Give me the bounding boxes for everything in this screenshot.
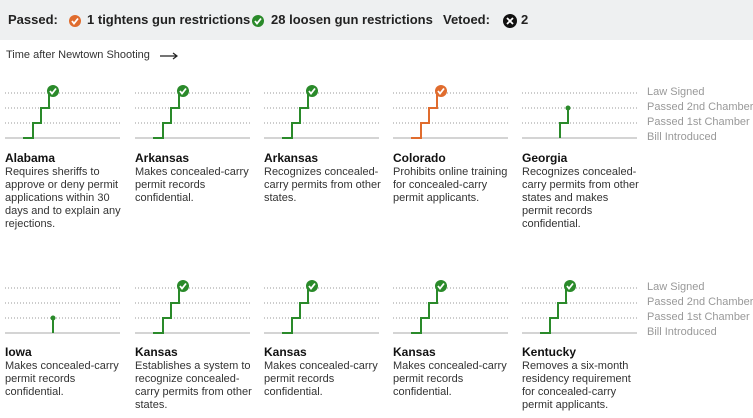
progress-line	[23, 93, 50, 139]
legend-tightens: 1 tightens gun restrictions	[87, 12, 250, 27]
passed-label: Passed:	[8, 12, 58, 27]
legend-count: 28	[271, 12, 286, 27]
bill-description: Recognizes concealed-carry permits from …	[264, 166, 381, 204]
state-name: Colorado	[393, 151, 446, 165]
state-name: Arkansas	[135, 151, 190, 165]
legend-count: 1	[87, 12, 95, 27]
stage-label: Passed 1st Chamber	[647, 311, 750, 323]
check-mark	[566, 282, 574, 290]
stage-label: Law Signed	[647, 281, 705, 293]
bill-description: Recognizes concealed-carry permits from …	[522, 166, 639, 230]
state-name: Kansas	[135, 345, 178, 359]
bill-description: Removes a six-month residency requiremen…	[522, 360, 631, 411]
state-name: Alabama	[5, 151, 56, 165]
state-name: Arkansas	[264, 151, 319, 165]
check-mark	[179, 87, 187, 95]
bill-description: Establishes a system to recognize concea…	[135, 360, 252, 411]
state-name: Kansas	[393, 345, 436, 359]
legend-label: tightens gun restrictions	[97, 12, 251, 27]
check-mark	[437, 282, 445, 290]
progress-dot	[565, 105, 571, 111]
progress-line	[540, 288, 567, 334]
bill-description: Makes concealed-carry permit records con…	[264, 360, 378, 398]
stage-label: Passed 2nd Chamber	[647, 296, 753, 308]
stage-label: Bill Introduced	[647, 326, 717, 338]
state-name: Kentucky	[522, 345, 577, 359]
stage-label: Passed 1st Chamber	[647, 116, 750, 128]
state-name: Iowa	[5, 345, 32, 359]
check-mark	[49, 87, 57, 95]
legend-label: loosen gun restrictions	[289, 12, 433, 27]
stage-label: Law Signed	[647, 86, 705, 98]
header-band	[0, 0, 753, 40]
progress-line	[153, 93, 180, 139]
progress-dot	[50, 315, 56, 321]
progress-line	[559, 108, 569, 138]
stage-label: Bill Introduced	[647, 131, 717, 143]
progress-line	[153, 288, 180, 334]
bill-description: Makes concealed-carry permit records con…	[135, 166, 249, 204]
check-mark	[437, 87, 445, 95]
time-arrow	[160, 52, 178, 60]
progress-line	[411, 288, 438, 334]
check-mark	[71, 17, 79, 25]
legend-loosens: 28 loosen gun restrictions	[271, 12, 433, 27]
state-name: Georgia	[522, 151, 568, 165]
progress-line	[282, 93, 309, 139]
check-mark	[254, 17, 262, 25]
time-label: Time after Newtown Shooting	[6, 49, 150, 61]
check-mark	[308, 282, 316, 290]
bill-description: Makes concealed-carry permit records con…	[5, 360, 119, 398]
stage-label: Passed 2nd Chamber	[647, 101, 753, 113]
progress-line	[282, 288, 309, 334]
state-name: Kansas	[264, 345, 307, 359]
vetoed-count: 2	[521, 12, 529, 27]
check-mark	[179, 282, 187, 290]
bill-description: Makes concealed-carry permit records con…	[393, 360, 507, 398]
check-mark	[308, 87, 316, 95]
progress-line	[411, 93, 438, 139]
veto-cross	[506, 17, 514, 25]
bill-description: Prohibits online training for concealed-…	[393, 166, 508, 204]
bill-description: Requires sheriffs to approve or deny per…	[5, 166, 121, 230]
vetoed-label: Vetoed:	[443, 12, 490, 27]
